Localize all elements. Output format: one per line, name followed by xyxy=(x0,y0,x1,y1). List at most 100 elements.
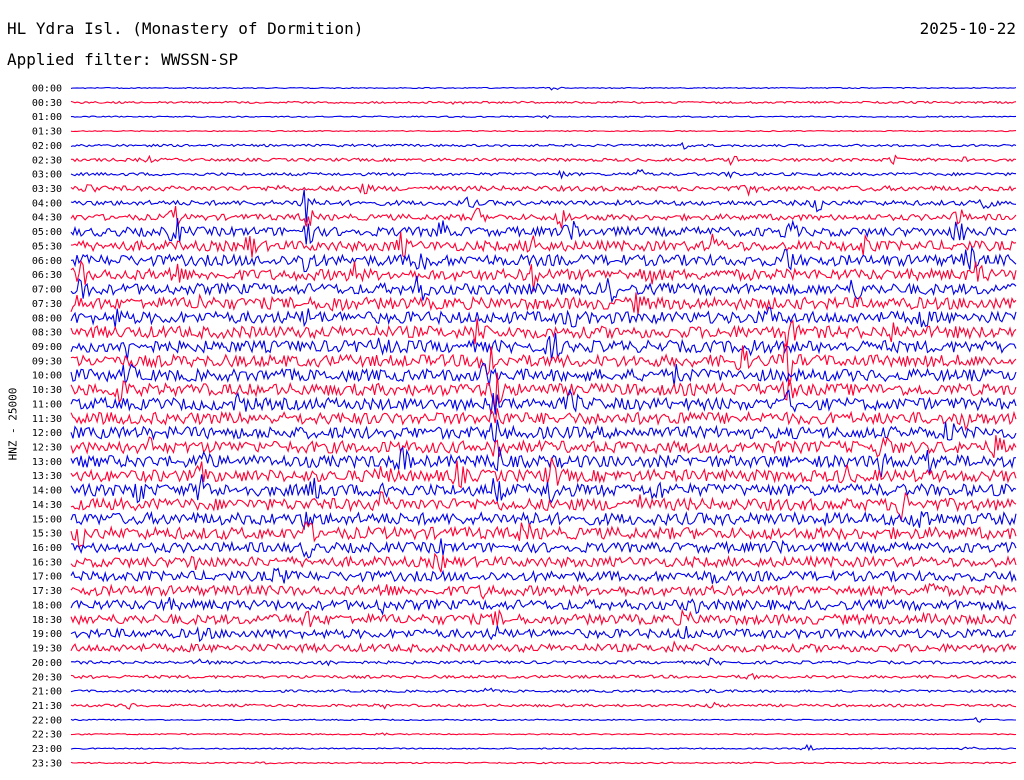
trace-line xyxy=(70,129,1017,133)
trace-line xyxy=(71,114,1017,120)
time-label: 07:00 xyxy=(32,285,62,296)
trace-line xyxy=(70,640,1017,654)
time-label: 11:00 xyxy=(32,399,62,410)
trace-line xyxy=(70,457,1017,489)
trace-line xyxy=(70,100,1017,106)
time-label: 03:30 xyxy=(32,184,62,195)
time-label: 16:30 xyxy=(32,557,62,568)
time-label: 00:00 xyxy=(32,84,62,95)
time-label: 06:30 xyxy=(32,270,62,281)
time-label: 05:30 xyxy=(32,241,62,252)
time-label: 18:30 xyxy=(32,615,62,626)
trace-line xyxy=(70,205,1017,229)
trace-line xyxy=(70,567,1017,584)
time-label: 12:30 xyxy=(32,443,62,454)
time-label: 17:30 xyxy=(32,586,62,597)
time-label: 10:00 xyxy=(32,371,62,382)
trace-line xyxy=(71,154,1017,167)
time-label: 14:30 xyxy=(32,500,62,511)
trace-line xyxy=(70,520,1017,549)
trace-line xyxy=(70,408,1017,432)
time-label: 23:30 xyxy=(32,758,62,769)
trace-line xyxy=(70,372,1017,411)
time-label: 04:00 xyxy=(32,198,62,209)
trace-line xyxy=(70,538,1017,559)
trace-line xyxy=(70,231,1017,259)
time-label: 19:30 xyxy=(32,644,62,655)
time-label: 21:30 xyxy=(32,701,62,712)
time-label: 00:30 xyxy=(32,98,62,109)
time-label: 02:00 xyxy=(32,141,62,152)
trace-line xyxy=(70,608,1017,628)
time-label: 13:00 xyxy=(32,457,62,468)
time-label: 02:30 xyxy=(32,155,62,166)
trace-line xyxy=(70,419,1017,445)
time-label: 14:00 xyxy=(32,486,62,497)
trace-line xyxy=(70,245,1017,273)
trace-line xyxy=(70,701,1017,710)
trace-line xyxy=(70,189,1017,223)
trace-line xyxy=(70,332,1017,361)
trace-line xyxy=(70,388,1017,415)
date-label: 2025-10-22 xyxy=(919,19,1016,38)
time-label: 08:30 xyxy=(32,328,62,339)
time-label: 01:00 xyxy=(32,112,62,123)
trace-line xyxy=(70,217,1017,245)
trace-line xyxy=(70,625,1017,643)
time-label: 05:00 xyxy=(32,227,62,238)
time-label: 17:00 xyxy=(32,572,62,583)
trace-line xyxy=(70,687,1017,694)
time-label: 15:30 xyxy=(32,529,62,540)
trace-line xyxy=(70,491,1017,522)
trace-line xyxy=(70,552,1017,573)
time-label: 11:30 xyxy=(32,414,62,425)
time-label: 03:00 xyxy=(32,170,62,181)
time-label: 12:00 xyxy=(32,428,62,439)
time-label: 16:00 xyxy=(32,543,62,554)
time-label: 06:00 xyxy=(32,256,62,267)
trace-line xyxy=(70,306,1017,328)
time-label: 09:30 xyxy=(32,356,62,367)
time-label: 22:00 xyxy=(32,715,62,726)
time-label: 20:30 xyxy=(32,672,62,683)
trace-line xyxy=(70,582,1017,600)
trace-line xyxy=(70,168,1017,180)
time-label: 21:00 xyxy=(32,687,62,698)
trace-line xyxy=(70,597,1017,616)
time-label: 08:00 xyxy=(32,313,62,324)
trace-line xyxy=(70,743,1017,752)
time-label: 18:00 xyxy=(32,600,62,611)
trace-line xyxy=(70,657,1017,667)
time-label: 20:00 xyxy=(32,658,62,669)
trace-line xyxy=(70,761,1017,765)
time-label: 19:00 xyxy=(32,629,62,640)
trace-line xyxy=(70,318,1017,349)
trace-line xyxy=(70,435,1017,459)
trace-line xyxy=(70,446,1017,478)
time-label: 22:30 xyxy=(32,730,62,741)
time-label: 23:00 xyxy=(32,744,62,755)
time-label: 09:00 xyxy=(32,342,62,353)
trace-line xyxy=(70,259,1017,292)
time-label: 13:30 xyxy=(32,471,62,482)
time-label: 04:30 xyxy=(32,213,62,224)
trace-line xyxy=(70,183,1017,197)
trace-line xyxy=(70,732,1017,736)
trace-line xyxy=(70,510,1017,531)
trace-line xyxy=(70,716,1016,723)
trace-line xyxy=(70,141,1017,150)
time-label: 07:30 xyxy=(32,299,62,310)
trace-line xyxy=(70,342,1017,387)
station-title: HL Ydra Isl. (Monastery of Dormition) xyxy=(7,19,364,38)
trace-line xyxy=(70,474,1017,504)
time-label: 15:00 xyxy=(32,514,62,525)
trace-line xyxy=(70,672,1017,681)
time-label: 10:30 xyxy=(32,385,62,396)
filter-label: Applied filter: WWSSN-SP xyxy=(7,50,239,69)
trace-line xyxy=(70,292,1017,315)
trace-line xyxy=(70,275,1017,304)
trace-line xyxy=(70,86,1017,91)
trace-line xyxy=(70,362,1017,387)
time-label: 01:30 xyxy=(32,127,62,138)
